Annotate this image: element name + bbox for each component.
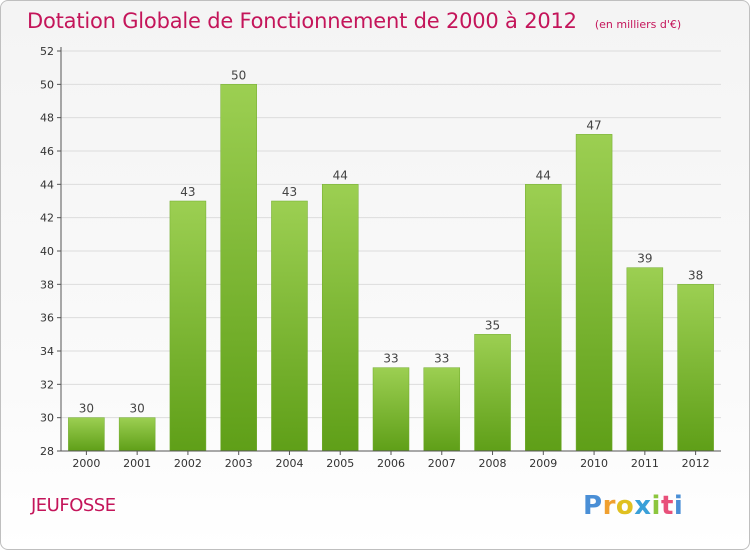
y-tick-label: 28	[40, 445, 54, 458]
bar	[626, 267, 664, 452]
bar	[271, 200, 308, 452]
data-label: 50	[231, 68, 246, 82]
y-tick-label: 40	[40, 245, 54, 258]
data-label: 33	[383, 352, 398, 366]
data-label: 43	[180, 185, 195, 199]
x-tick-label: 2007	[428, 457, 456, 470]
x-tick-label: 2008	[479, 457, 507, 470]
bar	[423, 367, 461, 452]
y-tick-label: 50	[40, 78, 54, 91]
data-label: 47	[586, 118, 601, 132]
x-tick-label: 2012	[682, 457, 710, 470]
x-tick-label: 2003	[225, 457, 253, 470]
data-label: 33	[434, 352, 449, 366]
chart-unit: (en milliers d'€)	[594, 18, 682, 31]
bar	[118, 417, 156, 452]
y-tick-label: 34	[40, 345, 54, 358]
y-tick-label: 32	[40, 378, 54, 391]
bar	[321, 184, 359, 452]
logo-letter: t	[660, 491, 674, 521]
title-row: Dotation Globale de Fonctionnement de 20…	[27, 9, 681, 33]
x-tick-label: 2002	[174, 457, 202, 470]
y-tick-label: 38	[40, 278, 54, 291]
bar	[575, 134, 613, 452]
data-label: 30	[130, 402, 145, 416]
y-tick-label: 36	[40, 312, 54, 325]
logo-letter: r	[602, 491, 616, 521]
y-tick-label: 46	[40, 145, 54, 158]
x-tick-label: 2005	[326, 457, 354, 470]
x-tick-label: 2000	[72, 457, 100, 470]
y-tick-label: 42	[40, 212, 54, 225]
data-label: 38	[688, 268, 703, 282]
data-label: 44	[333, 168, 348, 182]
x-tick-label: 2009	[529, 457, 557, 470]
chart-title: Dotation Globale de Fonctionnement de 20…	[27, 9, 577, 33]
logo-letter: P	[583, 491, 603, 521]
bar	[372, 367, 410, 452]
bar	[68, 417, 105, 452]
y-tick-label: 44	[40, 178, 54, 191]
data-label: 43	[282, 185, 297, 199]
logo-letter: x	[634, 491, 652, 521]
x-tick-label: 2010	[580, 457, 608, 470]
y-tick-label: 30	[40, 412, 54, 425]
logo-letter: i	[651, 491, 661, 521]
data-label: 30	[79, 402, 94, 416]
logo-letter: i	[673, 491, 684, 521]
bar	[474, 334, 511, 452]
logo-letter: o	[615, 491, 635, 521]
bar	[525, 184, 562, 452]
data-label: 39	[637, 252, 652, 266]
bar	[220, 84, 257, 452]
x-tick-label: 2006	[377, 457, 405, 470]
x-tick-label: 2001	[123, 457, 151, 470]
bar	[677, 284, 714, 452]
data-label: 44	[536, 168, 551, 182]
proxiti-logo: Proxiti	[583, 491, 683, 521]
y-tick-label: 48	[40, 112, 54, 125]
y-tick-label: 52	[40, 45, 54, 58]
x-tick-label: 2004	[275, 457, 303, 470]
data-label: 35	[485, 318, 500, 332]
commune-name: JEUFOSSE	[31, 495, 116, 516]
x-tick-label: 2011	[631, 457, 659, 470]
bar	[169, 200, 207, 452]
